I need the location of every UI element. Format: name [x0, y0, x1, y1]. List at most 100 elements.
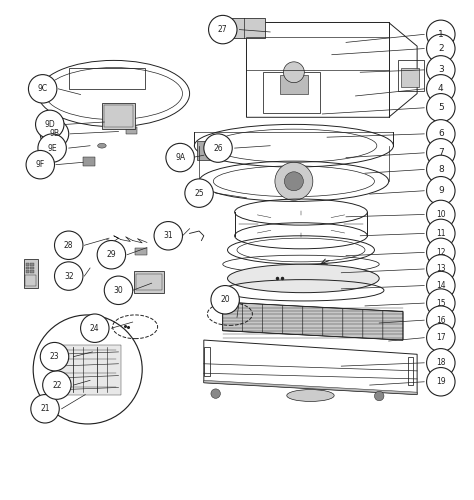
Text: 1: 1 [438, 30, 444, 39]
Text: 28: 28 [64, 241, 73, 250]
Circle shape [97, 240, 126, 269]
Circle shape [427, 368, 455, 396]
Text: 5: 5 [438, 104, 444, 112]
Text: 4: 4 [438, 84, 444, 94]
Polygon shape [223, 302, 403, 340]
Text: 9E: 9E [47, 144, 57, 152]
Circle shape [28, 74, 57, 103]
Text: 6: 6 [438, 130, 444, 138]
Text: 9C: 9C [37, 84, 48, 94]
Circle shape [204, 134, 232, 162]
Bar [398, 60, 424, 91]
Circle shape [166, 144, 194, 172]
Bar [83, 157, 95, 166]
Bar [69, 68, 145, 89]
Text: 32: 32 [64, 272, 73, 280]
Bar [24, 260, 38, 288]
Circle shape [427, 74, 455, 103]
Circle shape [55, 262, 83, 290]
Circle shape [284, 172, 303, 191]
Bar [263, 72, 320, 112]
Circle shape [283, 62, 304, 82]
Text: 9: 9 [438, 186, 444, 195]
Circle shape [211, 389, 220, 398]
Ellipse shape [98, 144, 106, 148]
Text: 24: 24 [90, 324, 100, 332]
Circle shape [427, 348, 455, 377]
Bar [55, 345, 121, 395]
Text: 13: 13 [436, 264, 446, 274]
Ellipse shape [228, 264, 379, 292]
Bar [26, 270, 29, 273]
Circle shape [427, 272, 455, 300]
Circle shape [427, 94, 455, 122]
Text: 29: 29 [107, 250, 116, 259]
Bar [102, 103, 135, 129]
Bar [280, 74, 308, 94]
Circle shape [43, 371, 71, 400]
Polygon shape [204, 380, 417, 394]
Circle shape [374, 392, 384, 400]
Text: 30: 30 [114, 286, 123, 295]
Circle shape [36, 110, 64, 138]
Text: 25: 25 [194, 188, 204, 198]
Bar [197, 141, 216, 160]
Circle shape [185, 179, 213, 208]
Circle shape [104, 276, 133, 304]
Circle shape [427, 324, 455, 352]
Circle shape [427, 219, 455, 248]
Polygon shape [223, 302, 403, 340]
Text: 2: 2 [438, 44, 444, 53]
Circle shape [55, 231, 83, 260]
Text: 31: 31 [164, 232, 173, 240]
Circle shape [40, 120, 69, 148]
Circle shape [427, 306, 455, 334]
Text: 9D: 9D [45, 120, 55, 129]
Circle shape [427, 176, 455, 205]
Bar [204, 347, 210, 376]
Text: 16: 16 [436, 316, 446, 324]
Bar [136, 274, 162, 290]
Text: 14: 14 [436, 281, 446, 290]
Bar [30, 263, 34, 266]
Circle shape [40, 342, 69, 371]
Circle shape [275, 162, 313, 200]
Bar [26, 266, 29, 270]
Text: 22: 22 [52, 380, 62, 390]
Circle shape [38, 134, 66, 162]
Circle shape [427, 34, 455, 63]
Text: 3: 3 [438, 66, 444, 74]
Text: 9F: 9F [36, 160, 45, 169]
Text: 11: 11 [436, 229, 446, 238]
Circle shape [31, 394, 59, 423]
Text: 26: 26 [213, 144, 223, 152]
Text: 9A: 9A [175, 153, 185, 162]
Circle shape [427, 20, 455, 48]
Text: 17: 17 [436, 333, 446, 342]
Text: 8: 8 [438, 165, 444, 174]
Circle shape [427, 254, 455, 283]
Bar [25, 274, 36, 286]
Bar [30, 266, 34, 270]
Circle shape [427, 138, 455, 167]
Circle shape [209, 16, 237, 44]
Circle shape [154, 222, 182, 250]
Bar [126, 127, 137, 134]
Circle shape [427, 289, 455, 318]
Text: 20: 20 [220, 296, 230, 304]
Circle shape [427, 155, 455, 184]
Text: 18: 18 [436, 358, 446, 368]
Bar [134, 272, 164, 292]
Circle shape [211, 286, 239, 314]
Text: 15: 15 [436, 298, 446, 308]
Bar [135, 248, 147, 254]
Circle shape [427, 120, 455, 148]
Text: 7: 7 [438, 148, 444, 158]
Bar [232, 18, 265, 38]
Text: 9B: 9B [49, 130, 60, 138]
Text: 23: 23 [50, 352, 59, 361]
Ellipse shape [287, 390, 334, 402]
Bar [30, 270, 34, 273]
Circle shape [427, 200, 455, 228]
Text: 19: 19 [436, 378, 446, 386]
